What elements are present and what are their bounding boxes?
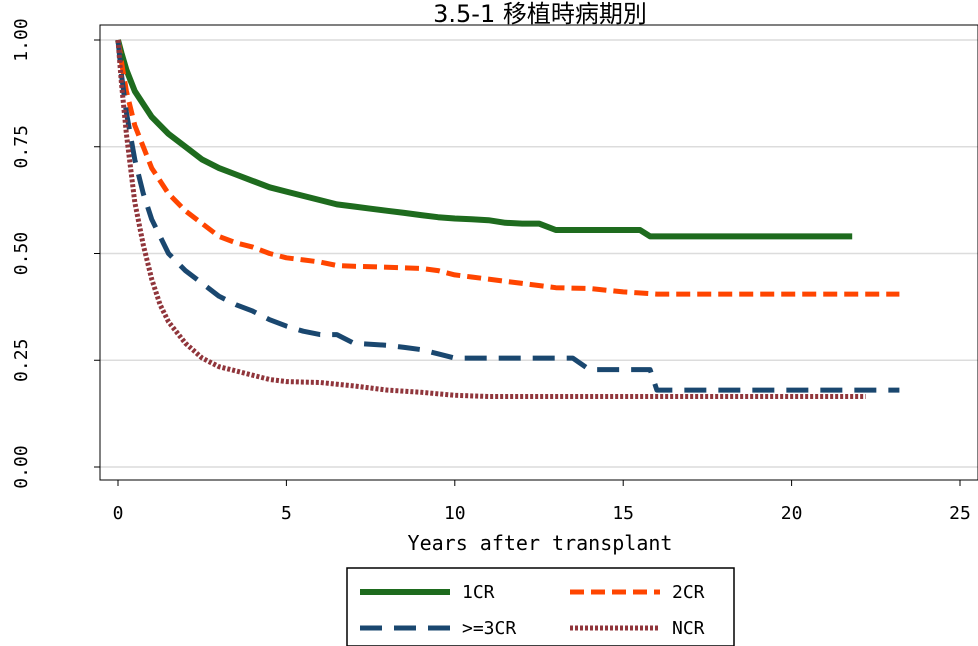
series-layer — [115, 39, 900, 399]
y-tick-label-2: 0.50 — [11, 232, 32, 275]
y-tick-label-1: 0.25 — [11, 339, 32, 382]
x-tick-label-0: 0 — [113, 503, 124, 524]
series-line-1CR — [115, 39, 853, 240]
series-line-NCR — [115, 39, 866, 399]
x-tick-label-2: 10 — [444, 503, 466, 524]
x-tick-label-4: 20 — [781, 503, 803, 524]
chart-title: 3.5-1 移植時病期別 — [433, 0, 647, 28]
plot-area-frame — [99, 24, 978, 481]
grid-layer — [100, 39, 978, 468]
x-tick-label-1: 5 — [281, 503, 292, 524]
y-axis: 0.00 0.25 0.50 0.75 1.00 — [11, 18, 100, 489]
legend-label->=3CR: >=3CR — [462, 618, 516, 639]
legend-label-NCR: NCR — [672, 618, 705, 639]
y-tick-label-4: 1.00 — [11, 18, 32, 61]
legend-label-1CR: 1CR — [462, 582, 495, 603]
x-axis: 0 5 10 15 20 25 — [113, 480, 971, 524]
y-tick-label-3: 0.75 — [11, 125, 32, 168]
series-line-2CR — [115, 39, 900, 297]
legend: 1CR 2CR >=3CR NCR — [346, 567, 735, 646]
x-axis-title: Years after transplant — [408, 531, 673, 555]
x-tick-label-5: 25 — [949, 503, 971, 524]
legend-label-2CR: 2CR — [672, 582, 705, 603]
legend-box — [346, 567, 735, 646]
y-tick-label-0: 0.00 — [11, 445, 32, 488]
x-tick-label-3: 15 — [612, 503, 634, 524]
series-line->=3CR — [115, 39, 900, 393]
